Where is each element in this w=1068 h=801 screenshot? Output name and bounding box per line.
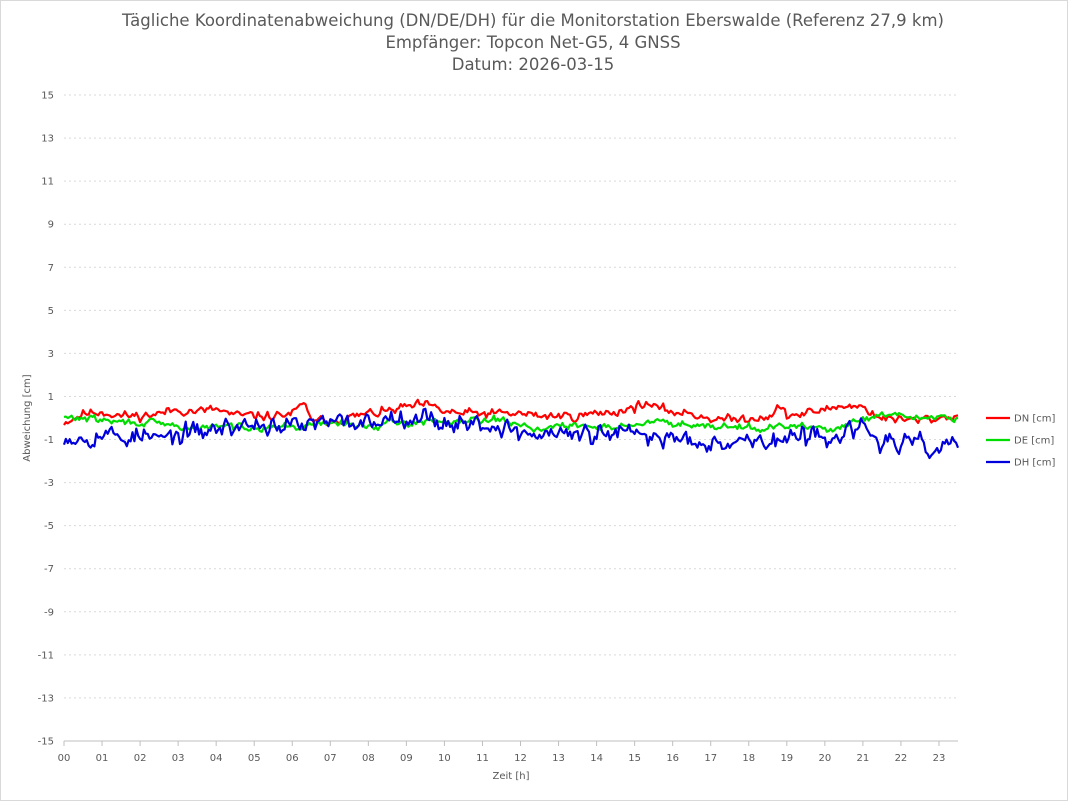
x-tick-label: 21: [857, 753, 870, 764]
chart-subtitle: Empfänger: Topcon Net-G5, 4 GNSS: [385, 33, 681, 52]
x-tick-label: 03: [172, 753, 185, 764]
x-tick-label: 00: [58, 753, 71, 764]
series-lines: [62, 398, 960, 460]
y-tick-label: 5: [48, 306, 54, 317]
series-line-1: [63, 398, 959, 427]
y-tick-label: 7: [48, 263, 54, 274]
x-tick-label: 05: [248, 753, 261, 764]
y-tick-label: 1: [48, 392, 54, 403]
x-tick-label: 15: [628, 753, 641, 764]
y-tick-label: -7: [44, 564, 54, 575]
legend: DN [cm] DE [cm] DH [cm]: [986, 414, 1056, 469]
x-tick-label: 12: [514, 753, 527, 764]
x-tick-label: 02: [134, 753, 147, 764]
y-tick-label: 11: [41, 177, 54, 188]
y-tick-label: -1: [44, 435, 54, 446]
y-tick-label: 3: [48, 349, 54, 360]
y-tick-label: -9: [44, 607, 54, 618]
chart-title: Tägliche Koordinatenabweichung (DN/DE/DH…: [122, 11, 944, 30]
y-tick-label: -5: [44, 521, 54, 532]
x-tick-label: 11: [476, 753, 489, 764]
x-tick-label: 09: [400, 753, 413, 764]
legend-label: DN [cm]: [1014, 414, 1056, 425]
x-tick-label: 07: [324, 753, 337, 764]
x-tick-label: 20: [818, 753, 831, 764]
y-tick-label: 13: [41, 134, 54, 145]
x-tick-label: 23: [933, 753, 946, 764]
y-tick-label: -13: [38, 693, 54, 704]
x-tick-label: 10: [438, 753, 451, 764]
x-tick-label: 19: [780, 753, 793, 764]
x-tick-label: 01: [96, 753, 109, 764]
axes: 15 13 11 9 7 5 3 1 -1 -3 -5 -7 -9 -11 -13 -15 00 01 02 03 04…: [38, 91, 958, 764]
legend-label: DH [cm]: [1014, 458, 1056, 469]
y-tick-label: -15: [38, 737, 54, 748]
y-tick-label: 9: [48, 220, 54, 231]
x-tick-label: 06: [286, 753, 299, 764]
chart-title-block: Tägliche Koordinatenabweichung (DN/DE/DH…: [0, 10, 1066, 76]
x-tick-label: 22: [895, 753, 908, 764]
x-tick-label: 17: [704, 753, 717, 764]
series-line-3: [62, 407, 960, 460]
x-tick-label: 13: [552, 753, 565, 764]
x-tick-label: 18: [742, 753, 755, 764]
y-tick-label: 15: [41, 91, 54, 102]
x-tick-label: 16: [666, 753, 679, 764]
x-tick-label: 14: [590, 753, 603, 764]
y-tick-label: -3: [44, 478, 54, 489]
grid-lines: [64, 94, 958, 699]
y-axis-title: Abweichung [cm]: [22, 374, 33, 461]
legend-label: DE [cm]: [1014, 436, 1054, 447]
x-tick-label: 04: [210, 753, 223, 764]
chart-date: Datum: 2026-03-15: [451, 55, 615, 74]
y-tick-label: -11: [38, 650, 54, 661]
x-axis-title: Zeit [h]: [492, 771, 529, 782]
x-tick-label: 08: [362, 753, 375, 764]
